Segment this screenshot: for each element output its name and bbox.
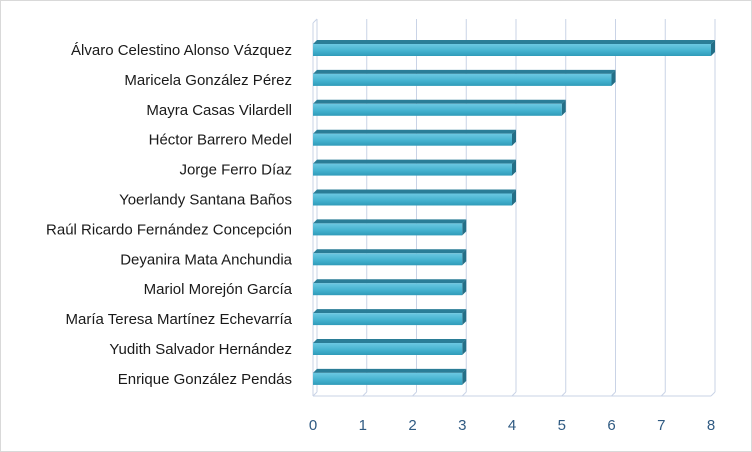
gridline-floor — [412, 391, 417, 397]
bar-front — [313, 372, 463, 385]
x-tick-label: 1 — [359, 417, 367, 434]
bar-front — [313, 253, 463, 266]
bar — [313, 69, 616, 86]
bar — [313, 189, 516, 206]
x-tick-label: 8 — [707, 417, 715, 434]
bar-front — [313, 223, 463, 236]
bar — [313, 309, 467, 326]
bar-side — [711, 40, 715, 56]
gridline-floor — [561, 391, 567, 397]
category-label: Raúl Ricardo Fernández Concepción — [46, 221, 292, 238]
bar-side — [462, 279, 467, 296]
bar-side — [512, 129, 516, 146]
bar — [313, 339, 467, 355]
gridline-floor — [461, 391, 467, 397]
category-label: Yudith Salvador Hernández — [109, 341, 292, 358]
bar-top — [313, 40, 715, 44]
category-label: Maricela González Pérez — [124, 72, 292, 89]
category-label: Jorge Ferro Díaz — [179, 162, 292, 179]
bar — [313, 368, 467, 385]
bar-side — [512, 159, 516, 176]
bar-front — [313, 313, 463, 326]
x-tick-label: 4 — [508, 417, 516, 434]
bar-side — [462, 249, 467, 266]
gridline-floor — [611, 391, 616, 397]
bar — [313, 99, 566, 116]
x-tick-label: 5 — [558, 417, 566, 434]
category-label: Yoerlandy Santana Baños — [119, 192, 292, 209]
bar-top — [313, 189, 516, 194]
bar-side — [512, 189, 516, 206]
bar-top — [313, 309, 467, 314]
bar-top — [313, 159, 516, 164]
bar — [313, 249, 467, 266]
bar-front — [313, 193, 512, 206]
bar-side — [561, 99, 566, 116]
x-tick-label: 7 — [657, 417, 665, 434]
bar-top — [313, 99, 566, 104]
bar-front — [313, 283, 463, 296]
left-wall-edge — [312, 18, 318, 24]
x-tick-label: 3 — [458, 417, 466, 434]
bar-top — [313, 368, 467, 373]
category-label: Mayra Casas Vilardell — [146, 102, 292, 119]
bar-front — [313, 343, 463, 355]
category-label: Deyanira Mata Anchundia — [120, 251, 292, 268]
bar-side — [462, 339, 467, 355]
x-tick-label: 2 — [408, 417, 416, 434]
category-label: María Teresa Martínez Echevarría — [66, 311, 293, 328]
bar — [313, 129, 516, 146]
x-axis-tick-labels: 0 1 2 3 4 5 6 7 8 — [309, 417, 715, 434]
gridline-floor — [362, 391, 368, 397]
gridline-floor — [710, 391, 716, 397]
bars — [313, 40, 715, 385]
category-label: Héctor Barrero Medel — [149, 132, 292, 149]
bar — [313, 159, 516, 176]
bar — [313, 40, 715, 56]
bar-side — [462, 368, 467, 385]
x-tick-label: 0 — [309, 417, 317, 434]
bar-front — [313, 133, 512, 146]
x-tick-label: 6 — [607, 417, 615, 434]
bar-top — [313, 219, 467, 224]
bar-side — [462, 309, 467, 326]
bar — [313, 279, 467, 296]
gridline-floor — [511, 391, 517, 397]
gridline-floor — [312, 391, 318, 397]
category-labels: Álvaro Celestino Alonso Vázquez Maricela … — [46, 42, 293, 388]
category-label: Mariol Morejón García — [144, 281, 293, 298]
bar-top — [313, 69, 616, 74]
bar-top — [313, 339, 467, 343]
bar — [313, 219, 467, 236]
bar-front — [313, 73, 612, 86]
bar-front — [313, 44, 711, 56]
gridline-floor — [660, 391, 666, 397]
bar-front — [313, 103, 562, 116]
category-label: Álvaro Celestino Alonso Vázquez — [71, 42, 292, 59]
category-label: Enrique González Pendás — [118, 371, 292, 388]
bar-side — [462, 219, 467, 236]
bar-front — [313, 163, 512, 176]
bar-top — [313, 249, 467, 254]
bar-top — [313, 279, 467, 284]
bar-side — [611, 69, 616, 86]
bar-top — [313, 129, 516, 134]
